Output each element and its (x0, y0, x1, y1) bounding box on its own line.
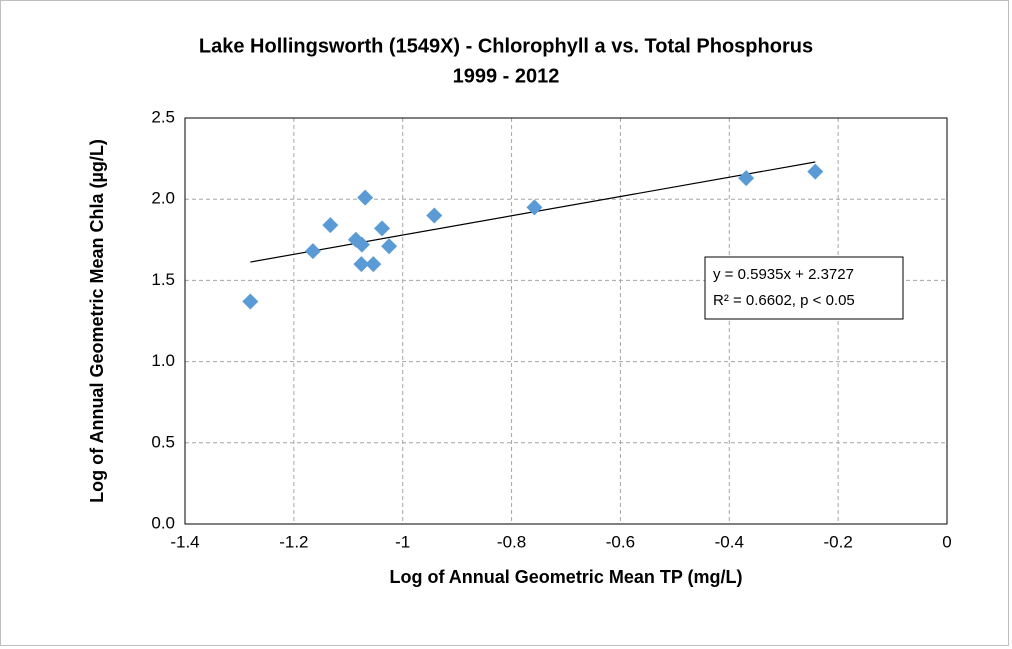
annotation-line: y = 0.5935x + 2.3727 (713, 266, 854, 283)
chart-title: Lake Hollingsworth (1549X) - Chlorophyll… (199, 35, 813, 57)
x-tick-label: -0.8 (497, 532, 526, 551)
x-axis-title: Log of Annual Geometric Mean TP (mg/L) (389, 567, 742, 587)
y-tick-label: 1.5 (151, 270, 175, 289)
x-tick-label: -0.4 (715, 532, 744, 551)
plot-frame (184, 117, 948, 525)
data-point (353, 256, 370, 273)
annotation-line: R² = 0.6602, p < 0.05 (713, 292, 855, 309)
plot-area (185, 118, 947, 524)
data-point (526, 199, 543, 216)
data-point (381, 238, 398, 255)
data-point (426, 207, 443, 224)
data-point (353, 236, 370, 253)
y-tick-label: 1.0 (151, 351, 175, 370)
data-point (242, 293, 259, 310)
data-point (807, 163, 824, 180)
data-point (365, 256, 382, 273)
data-point (304, 243, 321, 260)
data-point (738, 170, 755, 187)
x-tick-label: -1.2 (279, 532, 308, 551)
data-point (374, 220, 391, 237)
x-tick-label: -1 (395, 532, 410, 551)
x-tick-label: -1.4 (170, 532, 199, 551)
data-point (357, 189, 374, 206)
y-tick-label: 2.0 (151, 189, 175, 208)
y-tick-label: 0.5 (151, 432, 175, 451)
x-tick-label: -0.6 (606, 532, 635, 551)
chart-subtitle: 1999 - 2012 (453, 65, 560, 87)
y-tick-label: 2.5 (151, 107, 175, 126)
y-tick-label: 0.0 (151, 513, 175, 532)
x-tick-label: -0.2 (823, 532, 852, 551)
x-tick-label: 0 (942, 532, 951, 551)
y-axis-title: Log of Annual Geometric Mean Chla (µg/L) (87, 139, 107, 503)
data-point (322, 217, 339, 234)
annotation-box (704, 256, 904, 320)
